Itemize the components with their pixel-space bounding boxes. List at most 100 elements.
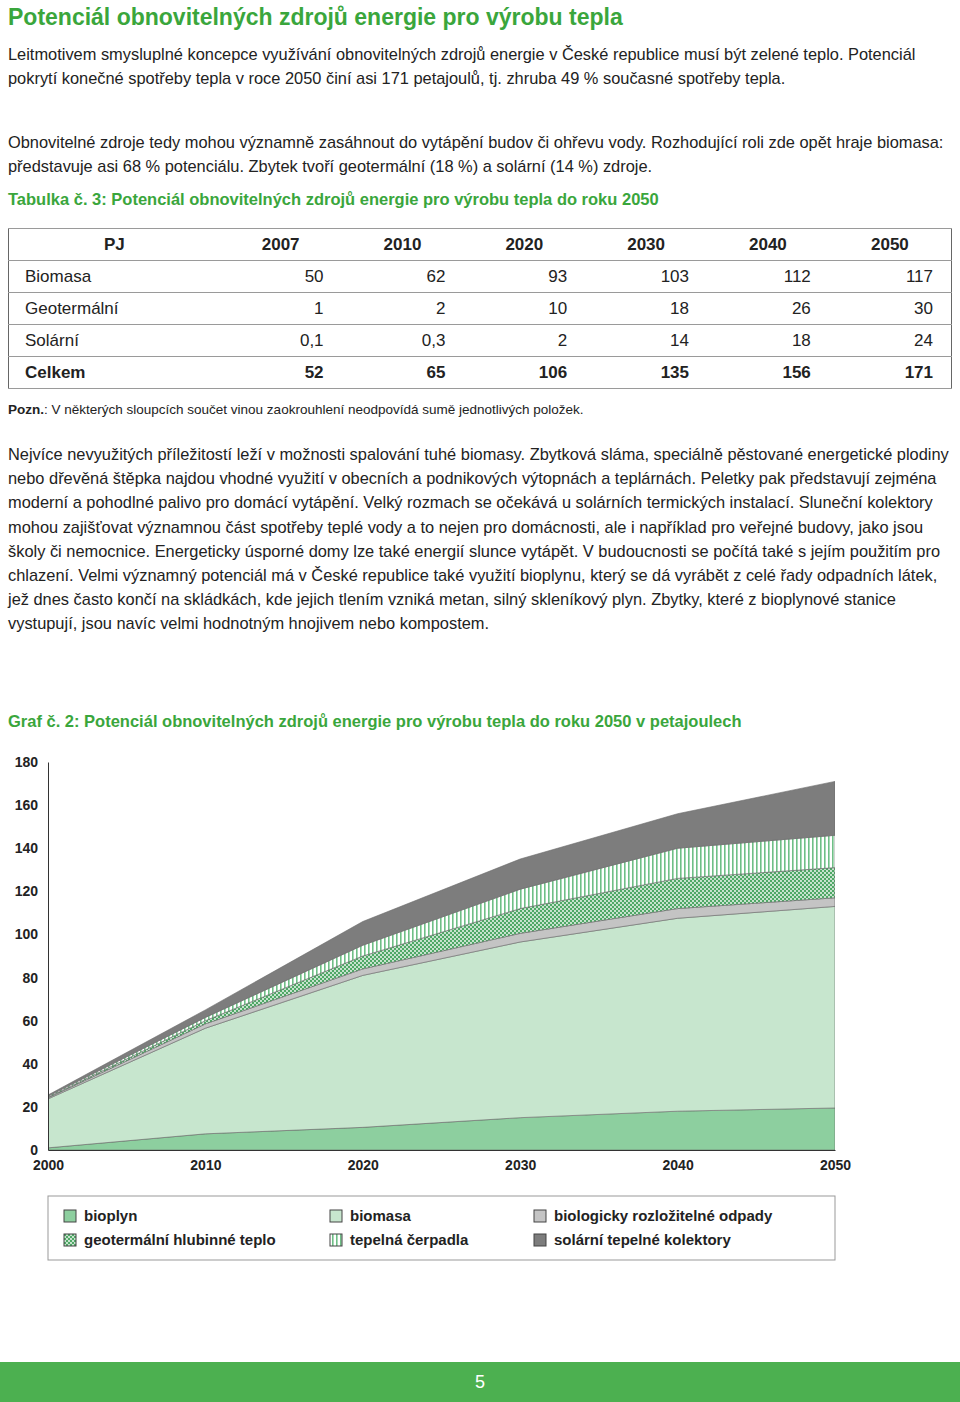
paragraph: Leitmotivem smysluplné koncepce využíván…: [8, 42, 952, 90]
legend-box: [48, 1196, 835, 1260]
table-cell: 24: [829, 325, 952, 357]
table-cell: 0,3: [342, 325, 464, 357]
y-tick-label: 40: [22, 1056, 38, 1072]
y-tick-label: 120: [15, 883, 39, 899]
table-cell: 2: [463, 325, 585, 357]
y-tick-label: 100: [15, 926, 39, 942]
x-axis-line: [49, 1150, 836, 1151]
data-table: PJ200720102020203020402050Biomasa5062931…: [8, 228, 952, 389]
table-cell: 18: [707, 325, 829, 357]
legend-swatch: [330, 1210, 342, 1222]
y-tick: 100: [15, 926, 48, 942]
x-tick-label: 2010: [190, 1157, 221, 1173]
table-cell: 18: [585, 293, 707, 325]
y-tick: 60: [22, 1013, 48, 1029]
plot-area: [48, 781, 835, 1150]
table-row: Celkem5265106135156171: [9, 357, 952, 389]
x-tick: 2010: [190, 1150, 221, 1173]
x-tick: 2000: [33, 1150, 64, 1173]
y-tick-label: 0: [30, 1142, 38, 1158]
note-text: : V některých sloupcích součet vinou zao…: [44, 402, 584, 417]
y-axis-line: [48, 763, 49, 1151]
table-cell: Geotermální: [9, 293, 220, 325]
table-cell: 156: [707, 357, 829, 389]
table-cell: 26: [707, 293, 829, 325]
x-tick: 2040: [663, 1150, 694, 1173]
x-axis: 2000 2010 2020 2030 2040 2050: [33, 1150, 851, 1173]
table-cell: 52: [220, 357, 342, 389]
y-tick-label: 80: [22, 970, 38, 986]
x-tick-label: 2040: [663, 1157, 694, 1173]
y-tick: 120: [15, 883, 48, 899]
paragraph: Obnovitelné zdroje tedy mohou významně z…: [8, 130, 952, 178]
table-cell: Biomasa: [9, 261, 220, 293]
table-cell: 103: [585, 261, 707, 293]
table-header-cell: 2010: [342, 229, 464, 261]
table-cell: 135: [585, 357, 707, 389]
legend-swatch: [64, 1210, 76, 1222]
table-head: PJ200720102020203020402050: [9, 229, 952, 261]
table-cell: 93: [463, 261, 585, 293]
legend-label: tepelná čerpadla: [350, 1231, 469, 1248]
y-tick: 180: [15, 754, 48, 770]
table-header-cell: 2040: [707, 229, 829, 261]
y-tick: 140: [15, 840, 48, 856]
x-tick: 2030: [505, 1150, 536, 1173]
paragraph: Nejvíce nevyužitých příležitostí leží v …: [8, 442, 952, 636]
y-tick: 80: [22, 970, 48, 986]
legend-swatch: [534, 1234, 546, 1246]
area-series: [48, 781, 835, 1096]
page: Potenciál obnovitelných zdrojů energie p…: [0, 0, 960, 1402]
y-tick-label: 140: [15, 840, 39, 856]
page-number: 5: [0, 1362, 960, 1402]
y-axis: 0 20 40 60 80 100 120 140 160 180: [15, 754, 49, 1158]
legend: bioplynbiomasabiologicky rozložitelné od…: [48, 1196, 835, 1260]
y-tick: 0: [30, 1142, 48, 1158]
y-tick: 160: [15, 797, 48, 813]
table-body: Biomasa506293103112117Geotermální1210182…: [9, 261, 952, 389]
legend-label: bioplyn: [84, 1207, 137, 1224]
legend-swatch: [534, 1210, 546, 1222]
page-title: Potenciál obnovitelných zdrojů energie p…: [8, 4, 623, 31]
table-header-cell: 2030: [585, 229, 707, 261]
table-cell: 0,1: [220, 325, 342, 357]
legend-swatch: [330, 1234, 342, 1246]
table-row: Geotermální1210182630: [9, 293, 952, 325]
table-cell: 2: [342, 293, 464, 325]
chart: 0204060801001201401601802000201020202030…: [0, 740, 960, 1300]
table-caption: Tabulka č. 3: Potenciál obnovitelných zd…: [8, 190, 659, 209]
table-row: Biomasa506293103112117: [9, 261, 952, 293]
x-tick-label: 2050: [820, 1157, 851, 1173]
table-cell: 171: [829, 357, 952, 389]
y-tick-label: 160: [15, 797, 39, 813]
table-header-row: PJ200720102020203020402050: [9, 229, 952, 261]
table-note: Pozn.: V některých sloupcích součet vino…: [8, 402, 584, 417]
table-cell: 117: [829, 261, 952, 293]
y-tick-label: 180: [15, 754, 39, 770]
y-tick: 20: [22, 1099, 48, 1115]
legend-label: geotermální hlubinné teplo: [84, 1231, 276, 1248]
table-cell: Celkem: [9, 357, 220, 389]
y-tick-label: 60: [22, 1013, 38, 1029]
table-cell: 1: [220, 293, 342, 325]
x-tick: 2020: [348, 1150, 379, 1173]
table-row: Solární0,10,32141824: [9, 325, 952, 357]
legend-label: biologicky rozložitelné odpady: [554, 1207, 773, 1224]
table-header-cell: PJ: [9, 229, 220, 261]
table-cell: Solární: [9, 325, 220, 357]
x-tick-label: 2000: [33, 1157, 64, 1173]
table-cell: 65: [342, 357, 464, 389]
table-cell: 106: [463, 357, 585, 389]
x-tick-label: 2020: [348, 1157, 379, 1173]
table-header-cell: 2007: [220, 229, 342, 261]
x-tick: 2050: [820, 1150, 851, 1173]
footer-band: 5: [0, 1362, 960, 1402]
area-series: [48, 835, 835, 1097]
table-cell: 10: [463, 293, 585, 325]
chart-title: Graf č. 2: Potenciál obnovitelných zdroj…: [8, 712, 742, 731]
x-tick-label: 2030: [505, 1157, 536, 1173]
y-tick: 40: [22, 1056, 48, 1072]
y-tick-label: 20: [22, 1099, 38, 1115]
legend-swatch: [64, 1234, 76, 1246]
table-cell: 112: [707, 261, 829, 293]
